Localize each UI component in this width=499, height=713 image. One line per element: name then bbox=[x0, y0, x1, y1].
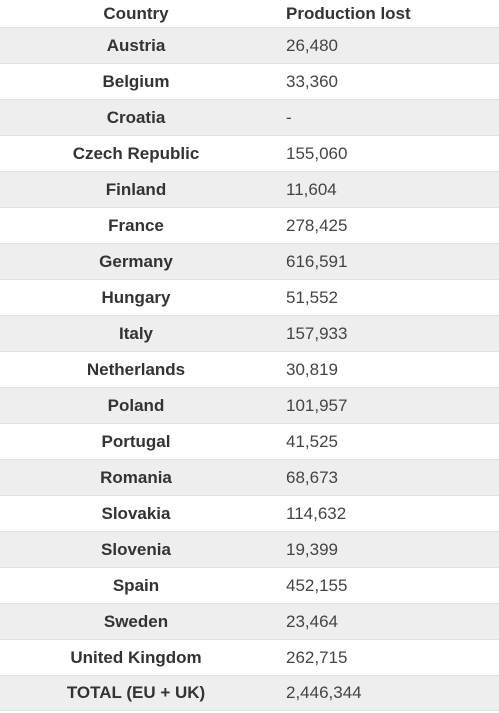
country-cell: Netherlands bbox=[86, 359, 186, 379]
production-lost-cell: 11,604 bbox=[286, 179, 337, 199]
country-cell: Italy bbox=[118, 323, 154, 343]
table-row: Slovenia 19,399 bbox=[0, 531, 499, 567]
table-row: Finland 11,604 bbox=[0, 171, 499, 207]
country-cell: Finland bbox=[105, 179, 167, 199]
country-cell: Romania bbox=[100, 467, 172, 487]
country-cell: Portugal bbox=[101, 431, 171, 451]
table-row: Germany 616,591 bbox=[0, 243, 499, 279]
table-row: Sweden 23,464 bbox=[0, 603, 499, 639]
production-lost-cell: 19,399 bbox=[286, 539, 338, 559]
table-header-row: Country Production lost bbox=[0, 0, 499, 27]
production-lost-cell: 23,464 bbox=[286, 611, 338, 631]
table-row: Portugal 41,525 bbox=[0, 423, 499, 459]
table-row: Spain 452,155 bbox=[0, 567, 499, 603]
table-row: Slovakia 114,632 bbox=[0, 495, 499, 531]
country-cell: United Kingdom bbox=[70, 647, 202, 667]
country-cell: Slovenia bbox=[101, 539, 171, 559]
header-country: Country bbox=[103, 3, 169, 23]
production-lost-cell: 262,715 bbox=[286, 647, 348, 667]
table-row: Belgium 33,360 bbox=[0, 63, 499, 99]
production-lost-cell: 101,957 bbox=[286, 395, 348, 415]
table-row: TOTAL (EU + UK) 2,446,344 bbox=[0, 675, 499, 711]
table-row: Poland 101,957 bbox=[0, 387, 499, 423]
production-lost-cell: 155,060 bbox=[286, 143, 348, 163]
production-lost-cell: - bbox=[286, 107, 292, 127]
country-cell: Belgium bbox=[102, 71, 170, 91]
production-lost-cell: 30,819 bbox=[286, 359, 338, 379]
country-cell: TOTAL (EU + UK) bbox=[66, 683, 206, 702]
production-lost-cell: 114,632 bbox=[286, 503, 347, 523]
country-cell: Poland bbox=[107, 395, 165, 415]
table-row: Netherlands 30,819 bbox=[0, 351, 499, 387]
production-lost-cell: 157,933 bbox=[286, 323, 348, 343]
production-lost-cell: 2,446,344 bbox=[286, 683, 362, 702]
table-body: Austria 26,480 Belgium 33,360 Croatia - Czech … bbox=[0, 27, 499, 711]
production-lost-cell: 33,360 bbox=[286, 71, 338, 91]
country-cell: Czech Republic bbox=[72, 143, 200, 163]
production-lost-cell: 68,673 bbox=[286, 467, 338, 487]
table-row: Italy 157,933 bbox=[0, 315, 499, 351]
header-production-lost: Production lost bbox=[286, 3, 411, 23]
country-cell: France bbox=[108, 215, 164, 235]
table-row: Czech Republic 155,060 bbox=[0, 135, 499, 171]
table-row: Austria 26,480 bbox=[0, 27, 499, 63]
country-cell: Germany bbox=[99, 251, 173, 271]
production-lost-cell: 616,591 bbox=[286, 251, 348, 271]
country-cell: Sweden bbox=[103, 611, 169, 631]
country-cell: Croatia bbox=[106, 107, 166, 127]
production-lost-cell: 26,480 bbox=[286, 35, 338, 55]
production-lost-cell: 278,425 bbox=[286, 215, 348, 235]
table-row: United Kingdom 262,715 bbox=[0, 639, 499, 675]
table-row: Hungary 51,552 bbox=[0, 279, 499, 315]
production-lost-cell: 51,552 bbox=[286, 287, 338, 307]
table-row: Croatia - bbox=[0, 99, 499, 135]
country-cell: Slovakia bbox=[101, 503, 171, 523]
production-lost-cell: 41,525 bbox=[286, 431, 338, 451]
production-lost-cell: 452,155 bbox=[286, 575, 348, 595]
country-cell: Spain bbox=[112, 575, 160, 595]
table-row: Romania 68,673 bbox=[0, 459, 499, 495]
country-cell: Hungary bbox=[101, 287, 171, 307]
table-row: France 278,425 bbox=[0, 207, 499, 243]
country-cell: Austria bbox=[106, 35, 166, 55]
